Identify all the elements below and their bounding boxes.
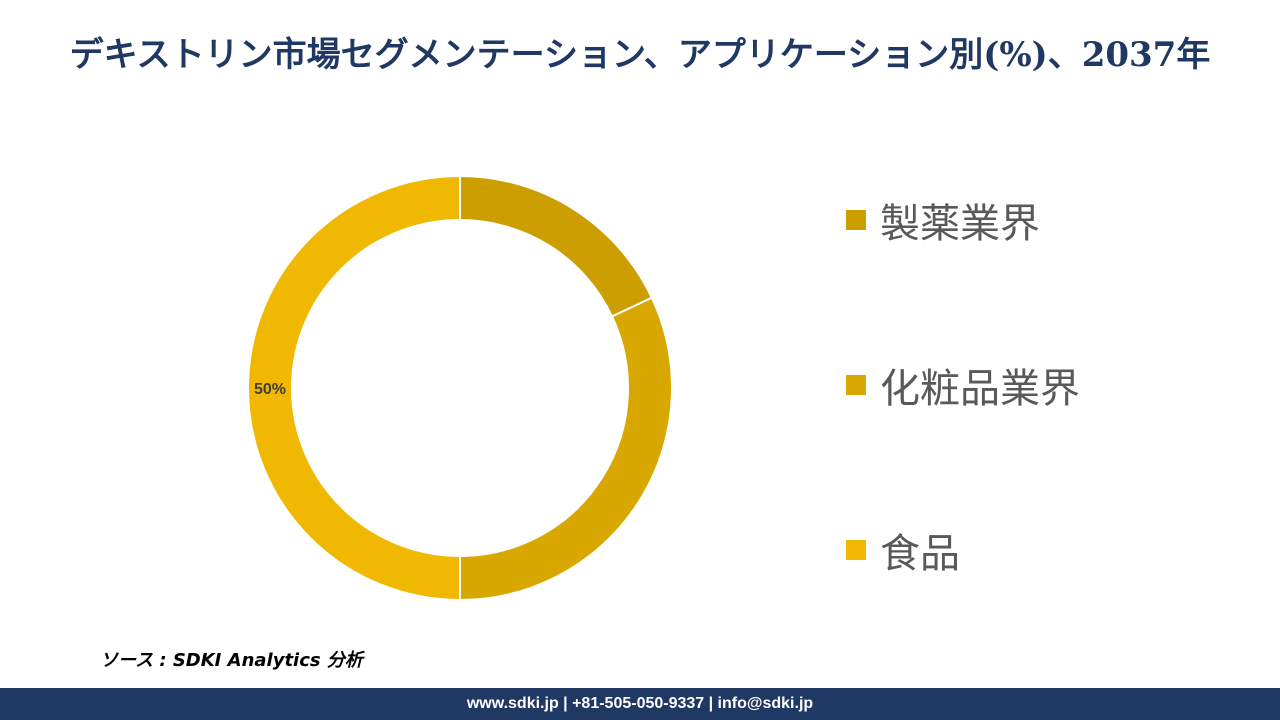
data-label-3: 50%: [254, 381, 286, 398]
donut-slice-3: [247, 174, 461, 602]
chart-title: デキストリン市場セグメンテーション、アプリケーション別(%)、2037年: [69, 35, 1211, 75]
legend-swatch: [846, 375, 866, 395]
donut-slice-2: [459, 296, 673, 602]
donut-chart: 50%: [240, 170, 680, 610]
donut-slice-1: [459, 174, 654, 318]
legend-label: 製薬業界: [880, 201, 1040, 247]
footer-contact-bar: www.sdki.jp | +81-505-050-9337 | info@sd…: [0, 688, 1280, 720]
legend-item-3: 食品: [846, 520, 960, 580]
legend-label: 食品: [880, 531, 960, 577]
legend-swatch: [846, 210, 866, 230]
legend-swatch: [846, 540, 866, 560]
legend-item-2: 化粧品業界: [846, 355, 1080, 415]
donut-chart-svg: 50%: [247, 174, 673, 602]
source-note: ソース : SDKI Analytics 分析: [100, 650, 363, 671]
legend-label: 化粧品業界: [880, 366, 1080, 412]
legend-item-1: 製薬業界: [846, 190, 1040, 250]
